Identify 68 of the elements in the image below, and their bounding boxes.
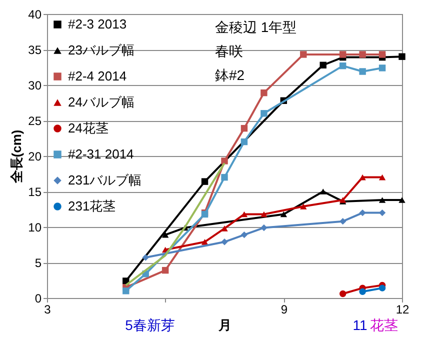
point [339,62,346,70]
text: 11 [352,317,368,333]
point [162,266,169,274]
point [260,89,268,96]
point [378,51,386,58]
point [300,204,307,210]
point [300,51,307,58]
legend-label: #2-31 2014 [68,146,134,162]
legend-label: 231バルブ幅 [68,172,142,188]
point [359,174,366,180]
point [221,174,228,181]
point [398,53,406,60]
y-tick-label: 0 [34,292,42,306]
point [359,288,366,295]
point [378,284,386,292]
legend-label: #2-3 2013 [68,16,127,32]
point [122,288,130,294]
legend-label: #2-4 2014 [68,68,127,84]
x-axis-title: 月 [218,318,232,332]
legend-label: 231花茎 [68,198,116,214]
point [260,224,268,232]
x-tick-label: 9 [280,302,288,316]
point [162,232,169,238]
point [378,64,386,72]
point [378,174,386,180]
point [339,51,346,58]
annotation: 金稜辺 1年型 [215,19,297,35]
text: 花茎 [370,317,398,333]
point [240,124,248,132]
y-tick-label: 40 [28,8,42,22]
point [320,62,326,68]
point [240,138,248,146]
point [378,197,386,203]
point [221,238,228,246]
point [240,211,248,218]
y-tick-label: 10 [28,220,42,234]
text: 5春新芽 [125,317,175,333]
point [142,254,149,261]
point [201,239,208,245]
x-tick-label: 3 [44,302,52,316]
y-tick-label: 20 [28,150,42,164]
annotation: 鉢#2 [215,67,245,83]
point [378,209,386,216]
x-tick-label: 12 [396,302,410,316]
point [221,158,228,164]
point [339,218,346,225]
point [339,290,346,298]
point [359,51,366,58]
point [398,197,406,203]
legend-label: 24花茎 [68,120,108,136]
legend-label: 23バルブ幅 [68,42,134,58]
y-axis-title: 全長(cm) [9,130,24,184]
point [260,211,268,218]
point [260,110,268,117]
y-tick-label: 25 [28,114,42,128]
point [359,209,366,216]
point [359,68,366,75]
point [240,231,248,238]
annotation: 春咲 [215,43,243,59]
legend-label: 24バルブ幅 [68,94,134,110]
point [320,188,326,194]
y-tick-label: 35 [28,43,42,57]
y-tick-label: 5 [34,256,42,270]
point [221,226,228,232]
y-tick-label: 15 [28,185,42,199]
point [201,178,208,185]
y-tick-label: 30 [28,78,42,92]
point [280,211,288,218]
